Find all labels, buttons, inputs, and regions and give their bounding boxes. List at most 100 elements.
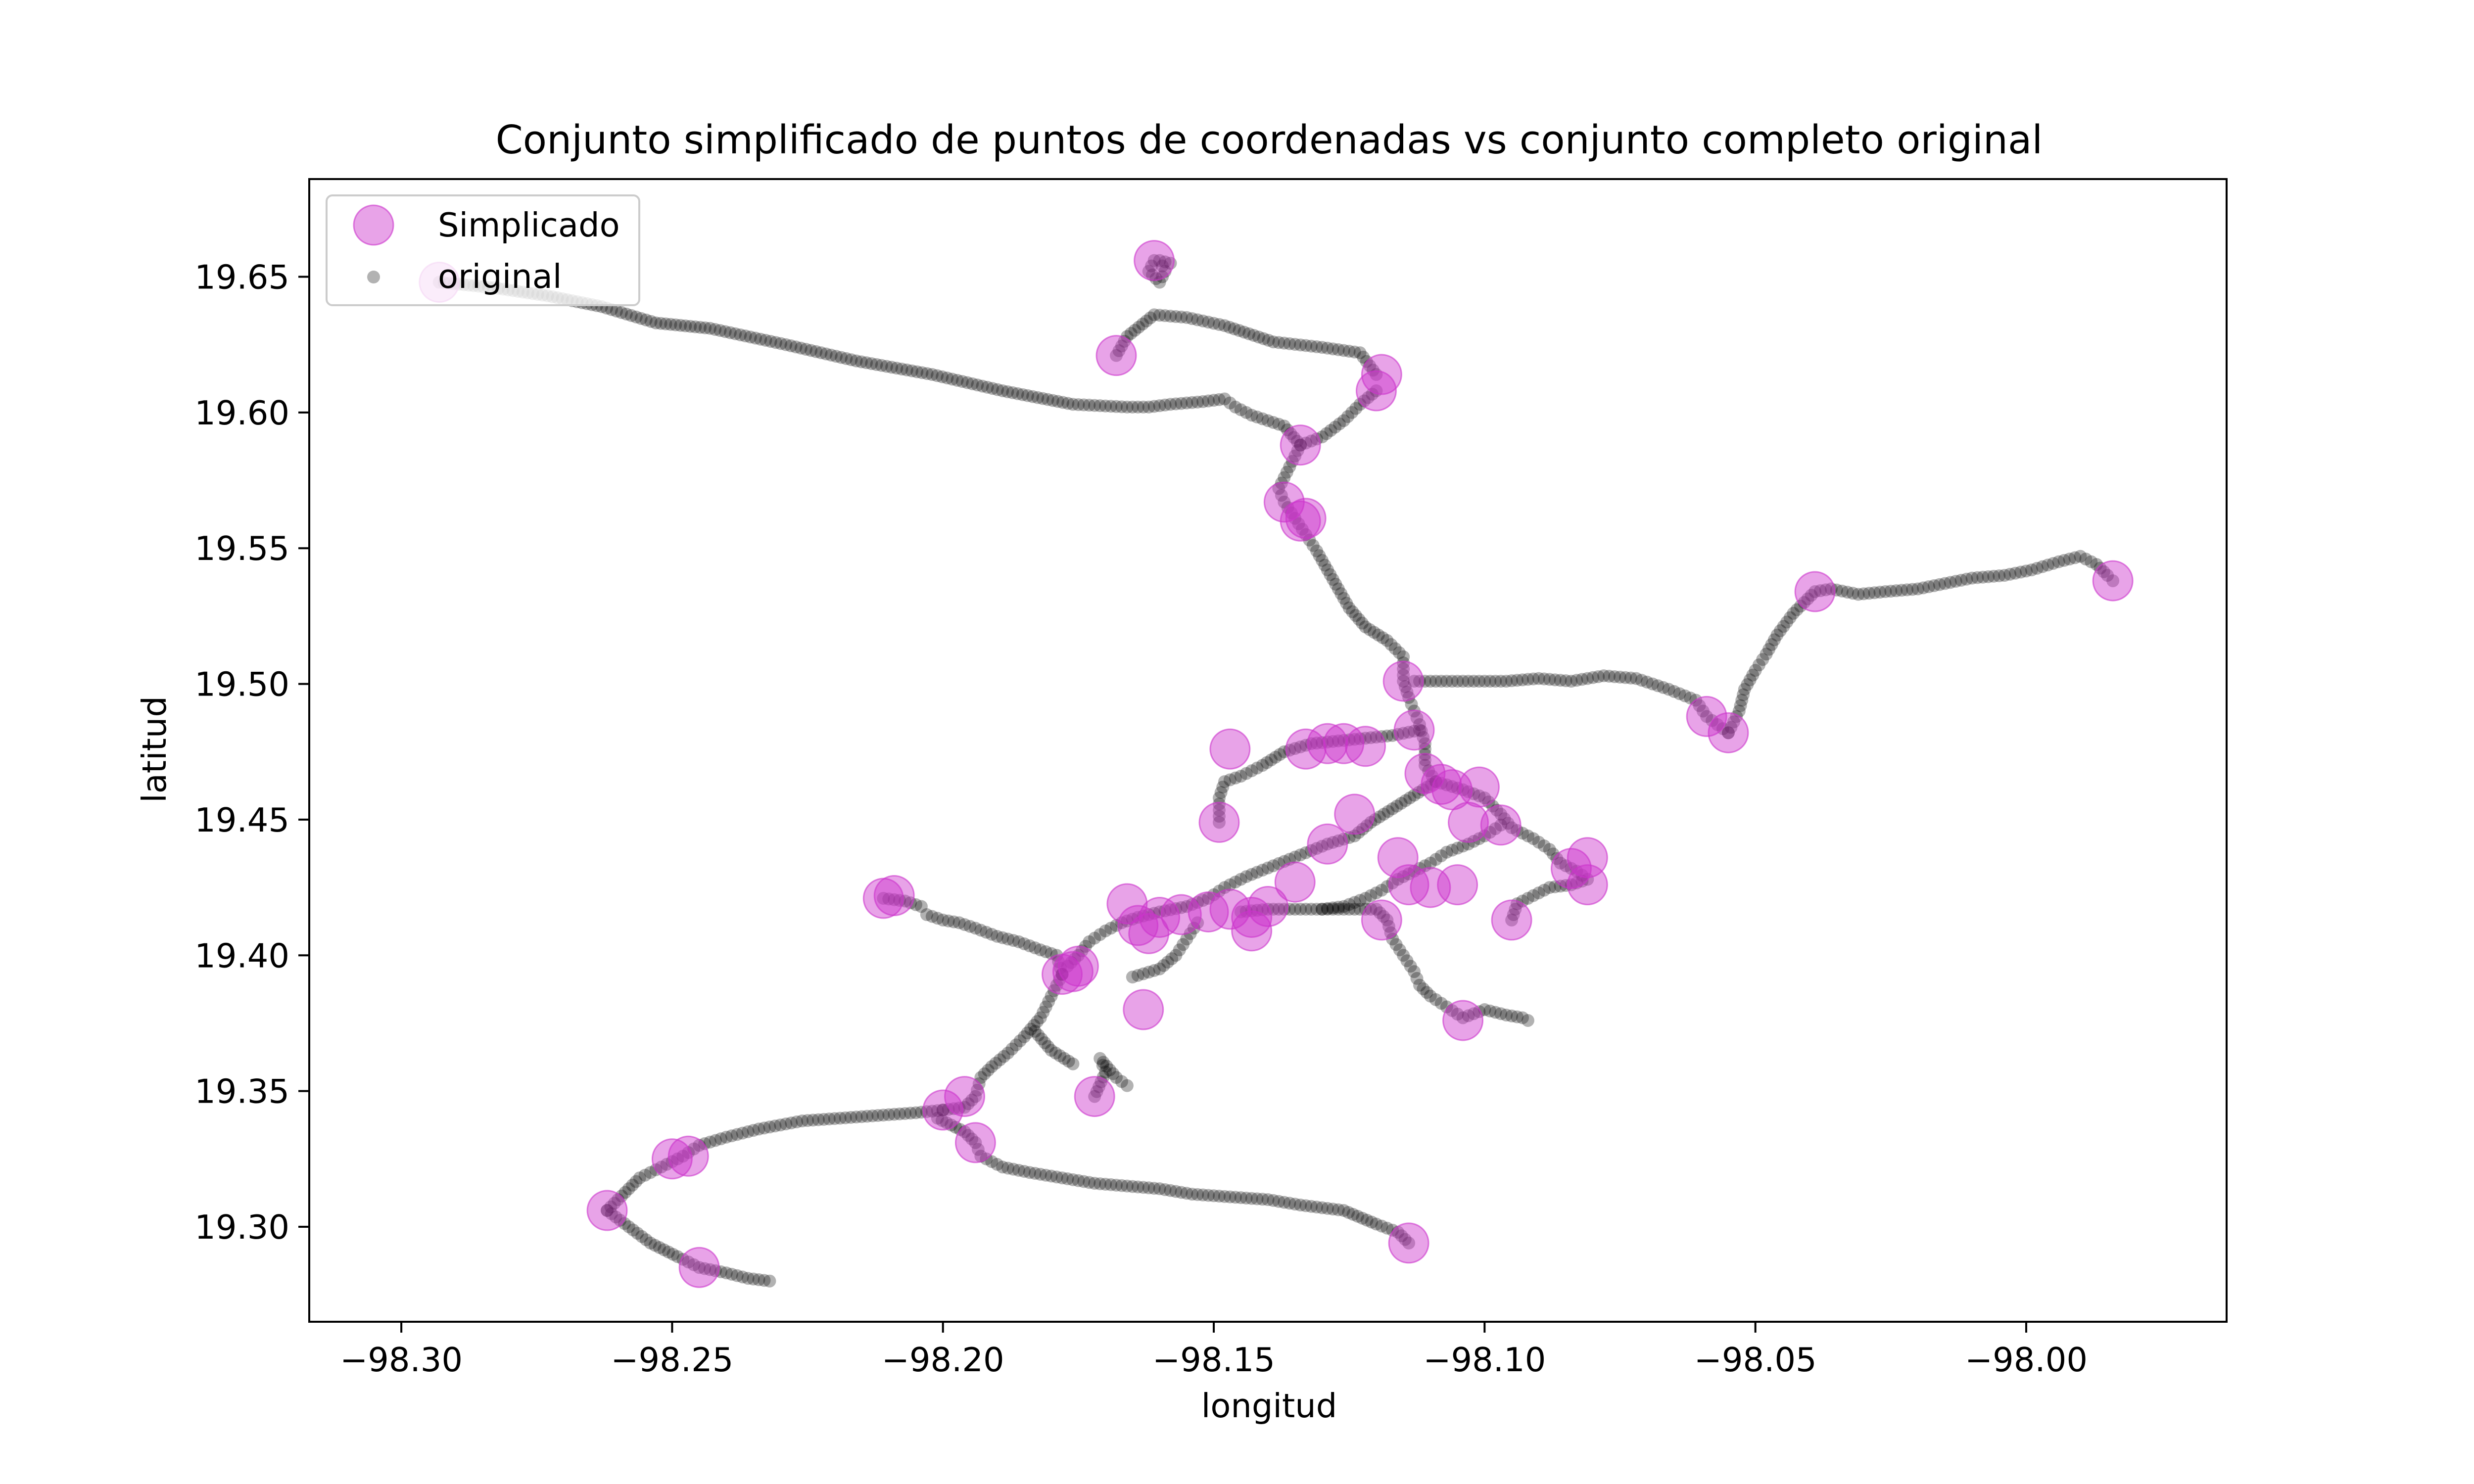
original-point <box>1140 314 1153 327</box>
original-point <box>1131 1180 1144 1194</box>
original-point <box>925 1105 939 1118</box>
original-point <box>769 336 782 349</box>
simplicado-point <box>922 1089 964 1131</box>
original-point <box>1494 675 1508 688</box>
original-point <box>931 1104 944 1117</box>
original-point <box>1032 1028 1045 1042</box>
original-point <box>774 1118 787 1132</box>
original-point <box>1315 1201 1329 1214</box>
original-point <box>714 1132 727 1146</box>
original-point <box>1321 563 1334 577</box>
original-point <box>1352 612 1366 626</box>
original-point <box>1543 881 1556 894</box>
original-point <box>1094 399 1107 413</box>
original-point <box>981 1064 995 1077</box>
original-point <box>1462 675 1475 688</box>
y-tick-label: 19.30 <box>194 1208 289 1247</box>
original-point <box>1326 735 1339 748</box>
original-point <box>1340 597 1353 610</box>
original-point <box>1324 424 1337 437</box>
original-point <box>1153 962 1166 975</box>
original-point <box>1381 805 1395 818</box>
original-point <box>1483 675 1497 688</box>
original-point <box>1175 1186 1188 1199</box>
original-point <box>1126 400 1139 414</box>
original-point <box>1787 606 1800 620</box>
original-point <box>2041 558 2054 572</box>
original-point <box>1592 670 1605 683</box>
original-point <box>2014 565 2028 579</box>
original-point <box>1390 799 1404 813</box>
original-point <box>1234 905 1247 919</box>
original-point <box>991 383 1004 396</box>
original-point <box>1559 859 1572 873</box>
original-point <box>1046 394 1059 407</box>
original-point <box>1191 1188 1204 1201</box>
original-point <box>1294 902 1307 916</box>
original-point <box>1906 583 1919 596</box>
original-point <box>2090 558 2103 571</box>
original-point <box>1104 400 1118 413</box>
original-point <box>1418 753 1431 767</box>
original-point <box>985 928 999 941</box>
original-point <box>1372 628 1385 642</box>
original-point <box>1413 978 1426 992</box>
original-point <box>1147 254 1161 267</box>
original-point <box>1657 681 1670 694</box>
original-point <box>730 1128 744 1141</box>
original-point <box>653 1241 666 1254</box>
original-point <box>736 1126 749 1140</box>
original-point <box>865 357 878 371</box>
original-point <box>1028 941 1042 955</box>
original-point <box>1218 775 1231 788</box>
original-point <box>888 1108 901 1121</box>
original-point <box>1884 585 1898 598</box>
simplicado-point <box>1280 500 1321 542</box>
original-point <box>1292 517 1305 530</box>
original-point <box>1083 399 1096 412</box>
original-point <box>1403 791 1417 805</box>
original-point <box>1132 321 1145 334</box>
original-point <box>1456 1011 1470 1024</box>
original-point <box>644 315 658 328</box>
original-point <box>845 353 858 367</box>
original-point <box>1110 400 1123 413</box>
original-point <box>1147 1182 1161 1195</box>
original-point <box>947 1102 960 1115</box>
original-point <box>1337 414 1350 427</box>
original-point <box>1353 894 1367 907</box>
original-point <box>785 1116 798 1130</box>
original-point <box>1326 901 1339 915</box>
simplicado-point <box>1794 571 1836 612</box>
original-point <box>1120 1079 1134 1092</box>
original-point <box>1158 255 1172 269</box>
original-point <box>1380 1221 1394 1235</box>
original-point <box>971 1083 984 1097</box>
original-point <box>910 365 924 378</box>
original-point <box>1256 412 1269 425</box>
original-point <box>989 1057 1002 1070</box>
original-point <box>1418 737 1431 750</box>
original-point <box>1337 902 1350 916</box>
original-point <box>682 1255 695 1269</box>
original-point <box>605 1207 618 1220</box>
original-point <box>1362 391 1375 404</box>
original-point <box>754 332 767 346</box>
original-point <box>1250 761 1264 775</box>
simplicado-point <box>1052 951 1094 992</box>
simplicado-point <box>954 1122 996 1163</box>
original-point <box>1408 865 1421 878</box>
original-point <box>1373 810 1386 824</box>
simplicado-point <box>1458 766 1500 808</box>
simplicado-point <box>1377 837 1419 879</box>
original-point <box>941 371 954 385</box>
original-point <box>1700 710 1713 723</box>
original-point <box>1526 832 1540 845</box>
original-point <box>1223 396 1237 410</box>
original-point <box>880 360 893 373</box>
original-point <box>1329 577 1342 591</box>
original-point <box>1346 1207 1360 1221</box>
original-point <box>1039 945 1052 958</box>
original-point <box>1051 395 1064 408</box>
simplicado-point <box>651 1138 693 1180</box>
